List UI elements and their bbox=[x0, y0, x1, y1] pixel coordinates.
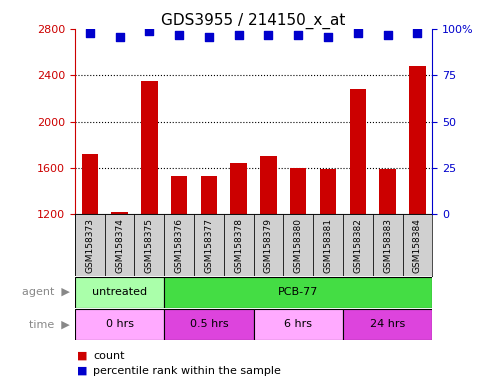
Text: time  ▶: time ▶ bbox=[29, 319, 70, 329]
Bar bbox=[380, 169, 396, 353]
Bar bbox=[201, 176, 217, 353]
Text: 6 hrs: 6 hrs bbox=[284, 319, 312, 329]
Bar bbox=[75, 277, 164, 308]
Point bbox=[295, 31, 302, 38]
Text: 0 hrs: 0 hrs bbox=[106, 319, 133, 329]
Text: GSM158379: GSM158379 bbox=[264, 218, 273, 273]
Text: ■: ■ bbox=[77, 351, 88, 361]
Bar bbox=[402, 214, 432, 276]
Point bbox=[354, 30, 362, 36]
Text: agent  ▶: agent ▶ bbox=[22, 287, 70, 297]
Bar bbox=[224, 214, 254, 276]
Bar bbox=[290, 168, 306, 353]
Bar bbox=[105, 214, 134, 276]
Point bbox=[235, 31, 242, 38]
Bar bbox=[373, 214, 402, 276]
Title: GDS3955 / 214150_x_at: GDS3955 / 214150_x_at bbox=[161, 13, 346, 29]
Text: GSM158378: GSM158378 bbox=[234, 218, 243, 273]
Bar bbox=[112, 212, 128, 353]
Bar bbox=[409, 66, 426, 353]
Text: GSM158375: GSM158375 bbox=[145, 218, 154, 273]
Point bbox=[116, 33, 124, 40]
Text: GSM158383: GSM158383 bbox=[383, 218, 392, 273]
Text: PCB-77: PCB-77 bbox=[278, 287, 318, 297]
Bar bbox=[320, 169, 336, 353]
Bar bbox=[343, 214, 373, 276]
Point bbox=[324, 33, 332, 40]
Bar bbox=[75, 214, 105, 276]
Bar bbox=[350, 89, 366, 353]
Bar bbox=[230, 163, 247, 353]
Bar bbox=[254, 309, 343, 339]
Text: untreated: untreated bbox=[92, 287, 147, 297]
Bar bbox=[134, 214, 164, 276]
Point bbox=[384, 31, 392, 38]
Bar bbox=[164, 214, 194, 276]
Bar bbox=[164, 309, 254, 339]
Bar bbox=[343, 309, 432, 339]
Text: count: count bbox=[93, 351, 125, 361]
Text: GSM158384: GSM158384 bbox=[413, 218, 422, 273]
Text: ■: ■ bbox=[77, 366, 88, 376]
Bar bbox=[313, 214, 343, 276]
Text: percentile rank within the sample: percentile rank within the sample bbox=[93, 366, 281, 376]
Text: GSM158373: GSM158373 bbox=[85, 218, 94, 273]
Text: GSM158382: GSM158382 bbox=[354, 218, 362, 273]
Bar bbox=[260, 156, 277, 353]
Bar bbox=[254, 214, 284, 276]
Text: 24 hrs: 24 hrs bbox=[370, 319, 405, 329]
Bar bbox=[164, 277, 432, 308]
Text: 0.5 hrs: 0.5 hrs bbox=[190, 319, 228, 329]
Point bbox=[86, 30, 94, 36]
Bar bbox=[75, 309, 164, 339]
Point bbox=[265, 31, 272, 38]
Bar bbox=[82, 154, 98, 353]
Bar bbox=[141, 81, 157, 353]
Text: GSM158376: GSM158376 bbox=[175, 218, 184, 273]
Bar bbox=[194, 214, 224, 276]
Point bbox=[175, 31, 183, 38]
Bar bbox=[284, 214, 313, 276]
Text: GSM158380: GSM158380 bbox=[294, 218, 303, 273]
Point bbox=[205, 33, 213, 40]
Bar bbox=[171, 176, 187, 353]
Text: GSM158377: GSM158377 bbox=[204, 218, 213, 273]
Text: GSM158374: GSM158374 bbox=[115, 218, 124, 273]
Text: GSM158381: GSM158381 bbox=[324, 218, 332, 273]
Point bbox=[413, 30, 421, 36]
Point bbox=[145, 28, 153, 34]
